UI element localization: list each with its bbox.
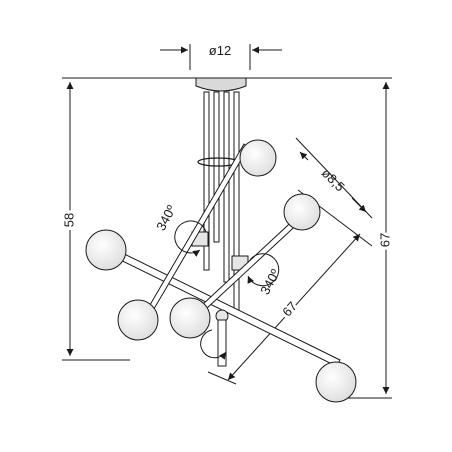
globe-shades <box>85 139 357 403</box>
globe-bottom-right <box>315 361 357 403</box>
globe-right-upper <box>283 193 321 231</box>
canopy-diameter-label: ø12 <box>209 43 231 58</box>
globe-center-lower <box>169 297 211 339</box>
body-height-label: 58 <box>61 213 76 227</box>
globe-diameter-label: ø8,5 <box>319 165 348 194</box>
svg-text:67: 67 <box>377 233 392 247</box>
ceiling-canopy <box>195 77 247 92</box>
central-rods <box>203 91 240 313</box>
globe-top <box>239 139 277 177</box>
rotation-upper-label: 340º <box>153 202 179 233</box>
total-height-label: 67 <box>377 233 392 247</box>
globe-diameter-dimension <box>295 137 373 219</box>
arm-length-label: 67 <box>279 299 300 320</box>
body-height-dimension <box>62 77 196 361</box>
rotation-arc-lower <box>200 253 280 360</box>
globe-left-lower <box>117 299 159 341</box>
globe-left <box>85 229 127 271</box>
svg-text:58: 58 <box>61 213 76 227</box>
lower-joint <box>215 309 229 367</box>
rotation-arc-upper <box>174 220 207 257</box>
canopy-diameter-dimension <box>160 44 282 70</box>
upper-hub <box>191 231 249 271</box>
